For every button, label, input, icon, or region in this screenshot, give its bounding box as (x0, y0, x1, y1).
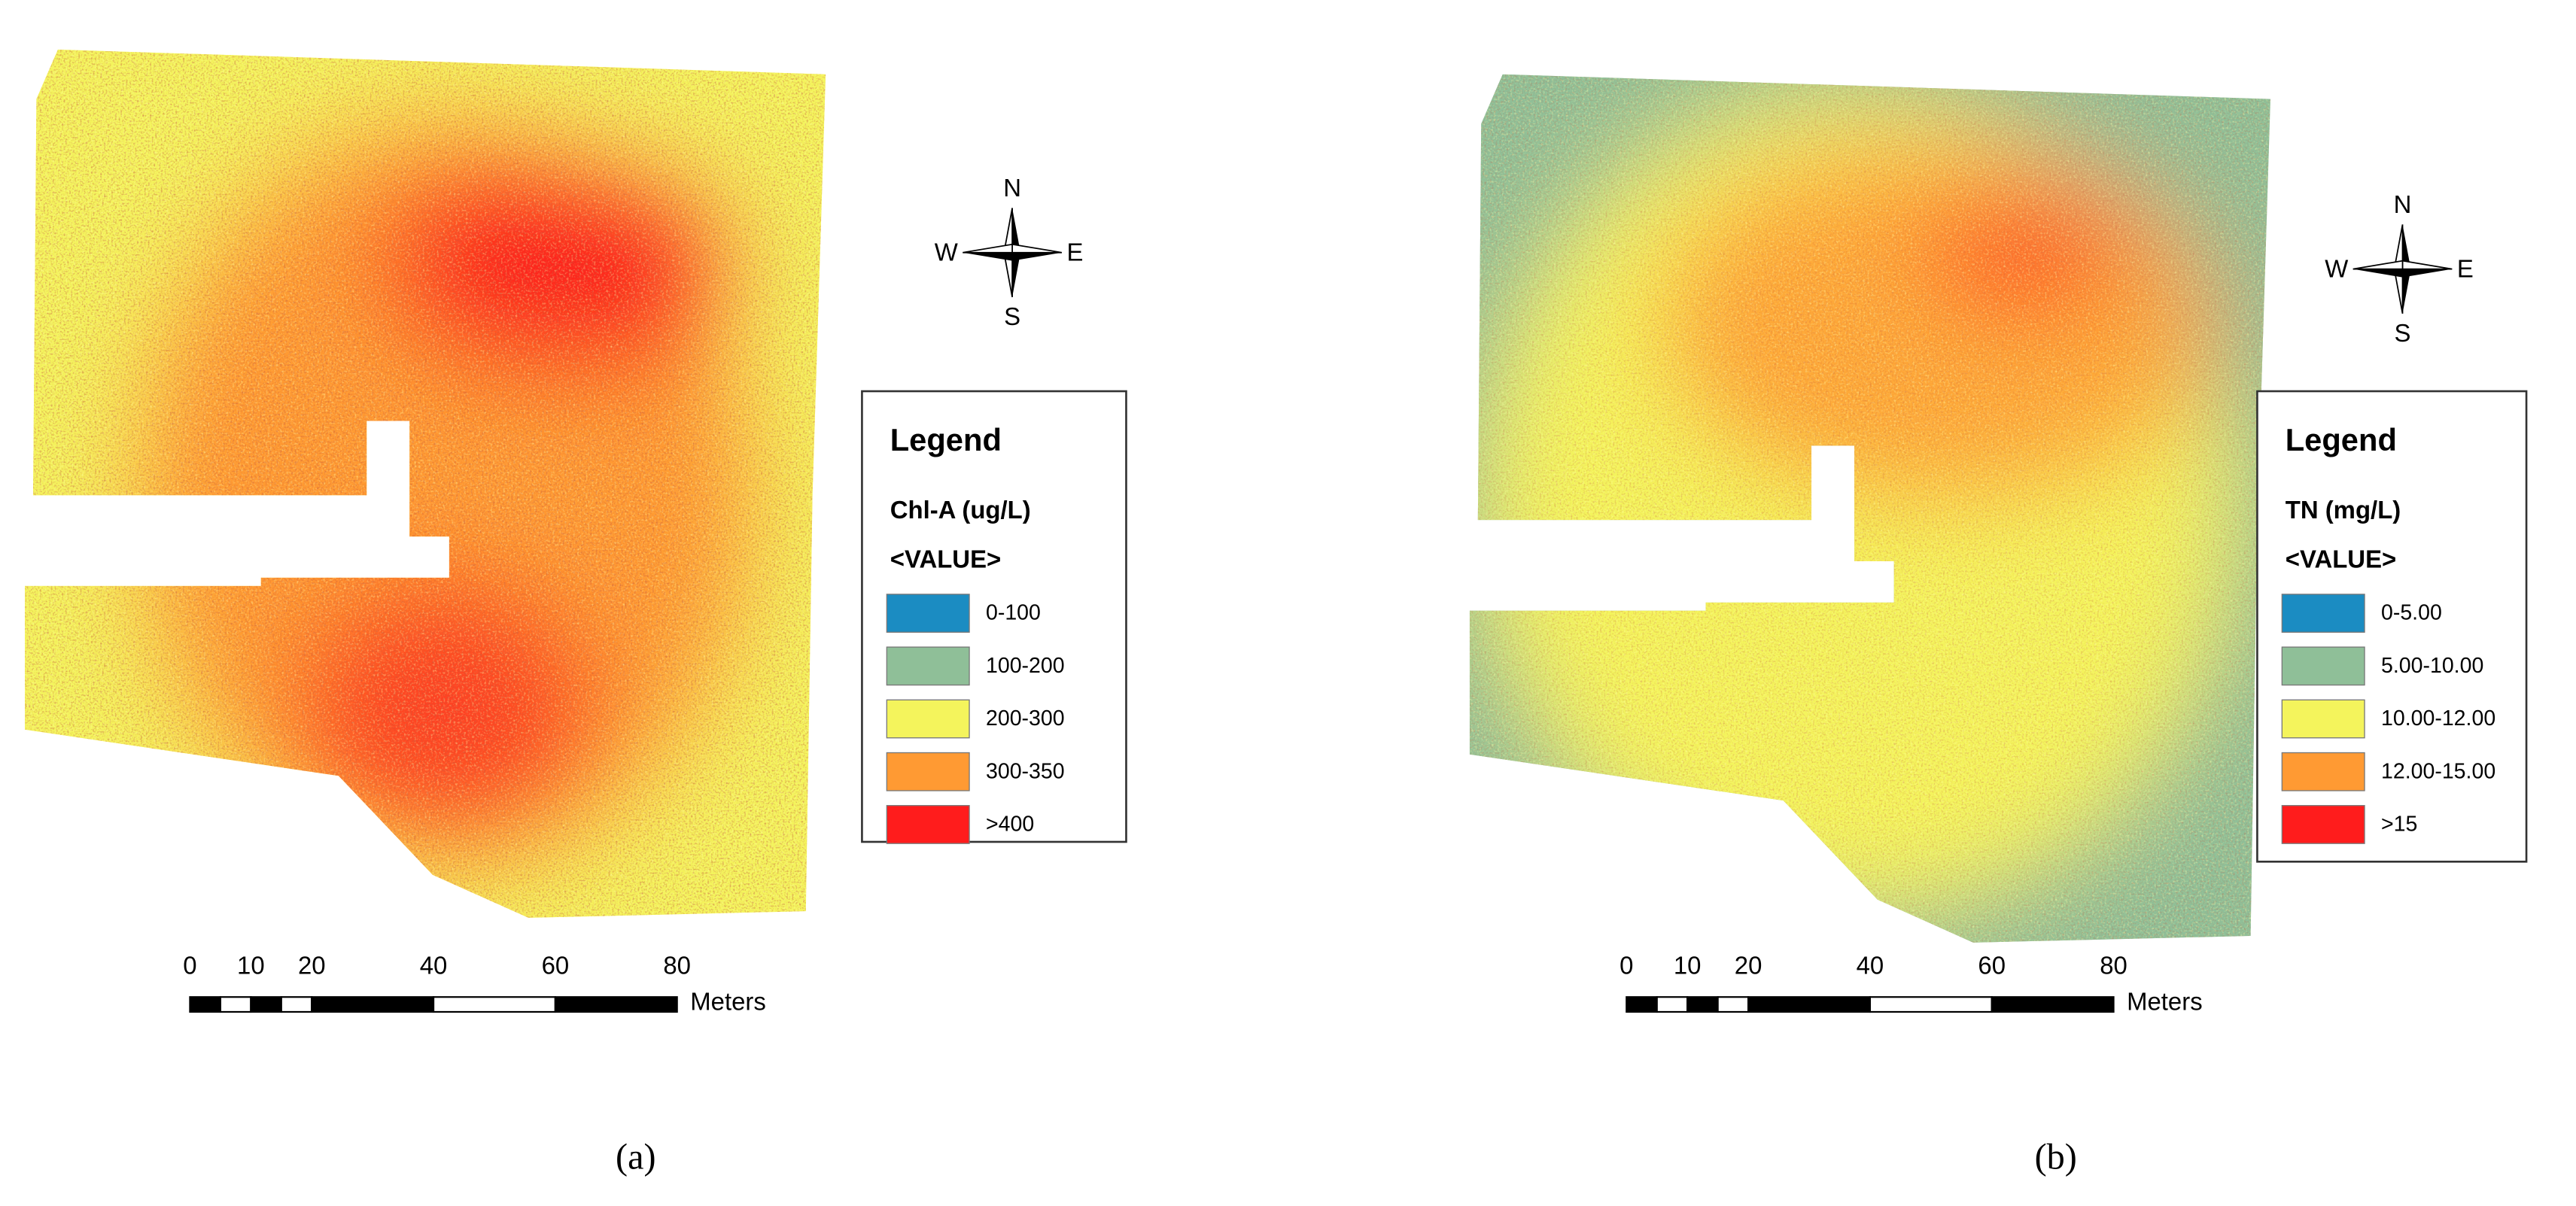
map (1469, 74, 2270, 943)
compass-needle (2352, 269, 2403, 278)
legend-label: 12.00-15.00 (2381, 759, 2495, 783)
legend-swatch (886, 646, 970, 686)
legend-swatch (2281, 699, 2365, 739)
legend-swatch (2281, 594, 2365, 633)
compass-needle (2352, 260, 2404, 270)
compass-needle (963, 243, 1013, 254)
compass-needle (2402, 224, 2411, 269)
legend-label: 5.00-10.00 (2381, 654, 2483, 678)
scale-segment (1869, 996, 1993, 1013)
map-speckle (25, 49, 826, 918)
compass-label: E (1066, 238, 1083, 266)
compass-label: W (2325, 255, 2348, 283)
compass-label: N (1003, 174, 1021, 202)
map (25, 49, 826, 918)
legend-label: >15 (2381, 813, 2417, 837)
legend-field: Chl-A (ug/L) (890, 496, 1031, 524)
compass-label: W (935, 238, 958, 266)
scale-tick-label: 0 (1620, 951, 1633, 979)
legend-swatch (886, 752, 970, 791)
scale-tick-label: 10 (1674, 951, 1702, 979)
scale-unit: Meters (690, 988, 766, 1016)
legend-swatch (2281, 646, 2365, 686)
scale-tick-label: 80 (663, 951, 691, 979)
compass-label: E (2457, 255, 2474, 283)
compass-label: S (1004, 302, 1020, 330)
legend-label: 10.00-12.00 (2381, 706, 2495, 731)
scale-unit: Meters (2127, 988, 2203, 1016)
scale-segment (554, 996, 678, 1013)
scale-segment (1686, 996, 1719, 1013)
legend-title: Legend (890, 422, 1002, 457)
scale-segment (311, 996, 435, 1013)
legend-label: 300-350 (986, 759, 1065, 783)
panel: N S E W Legend TN (mg/L) <VALUE> 0-5.00 5.00-10.… (1469, 74, 2528, 1177)
legend-header: <VALUE> (890, 545, 1002, 573)
scale-tick-label: 20 (1735, 951, 1762, 979)
legend-field: TN (mg/L) (2286, 496, 2401, 524)
legend-label: 0-100 (986, 601, 1041, 625)
compass-label: S (2395, 319, 2411, 347)
legend-title: Legend (2286, 422, 2397, 457)
legend-label: 100-200 (986, 654, 1065, 678)
scale-tick-label: 20 (298, 951, 326, 979)
legend-label: 200-300 (986, 706, 1065, 731)
scale-segment (189, 996, 221, 1013)
scale-segment (1717, 996, 1750, 1013)
scale-tick-label: 0 (183, 951, 196, 979)
caption: (a) (616, 1138, 656, 1177)
legend-header: <VALUE> (2286, 545, 2397, 573)
legend-swatch (886, 594, 970, 633)
scale-segment (219, 996, 252, 1013)
scale-segment (1656, 996, 1689, 1013)
scale-segment (1747, 996, 1872, 1013)
scale-tick-label: 80 (2100, 951, 2127, 979)
scale-tick-label: 60 (1978, 951, 2006, 979)
compass-needle (2402, 269, 2411, 314)
legend-label: 0-5.00 (2381, 601, 2442, 625)
scale-tick-label: 40 (420, 951, 448, 979)
scale-segment (1626, 996, 1658, 1013)
caption: (b) (2035, 1138, 2077, 1177)
panel: N S E W Legend Chl-A (ug/L) <VALUE> 0-100 100-20… (25, 49, 1127, 1177)
compass-needle (1011, 243, 1063, 254)
scale-tick-label: 40 (1857, 951, 1884, 979)
legend-swatch (886, 699, 970, 739)
compass-needle (2401, 260, 2453, 270)
compass-needle (1012, 252, 1021, 297)
compass-needle (1012, 208, 1021, 253)
legend-swatch (2281, 805, 2365, 844)
map-speckle (1469, 74, 2270, 943)
scale-segment (280, 996, 313, 1013)
scale-segment (432, 996, 556, 1013)
legend-label: >400 (986, 813, 1034, 837)
scale-segment (1991, 996, 2115, 1013)
legend-swatch (2281, 752, 2365, 791)
compass-label: N (2394, 190, 2412, 218)
scale-segment (250, 996, 282, 1013)
scale-tick-label: 60 (542, 951, 570, 979)
legend-swatch (886, 805, 970, 844)
scale-tick-label: 10 (237, 951, 265, 979)
